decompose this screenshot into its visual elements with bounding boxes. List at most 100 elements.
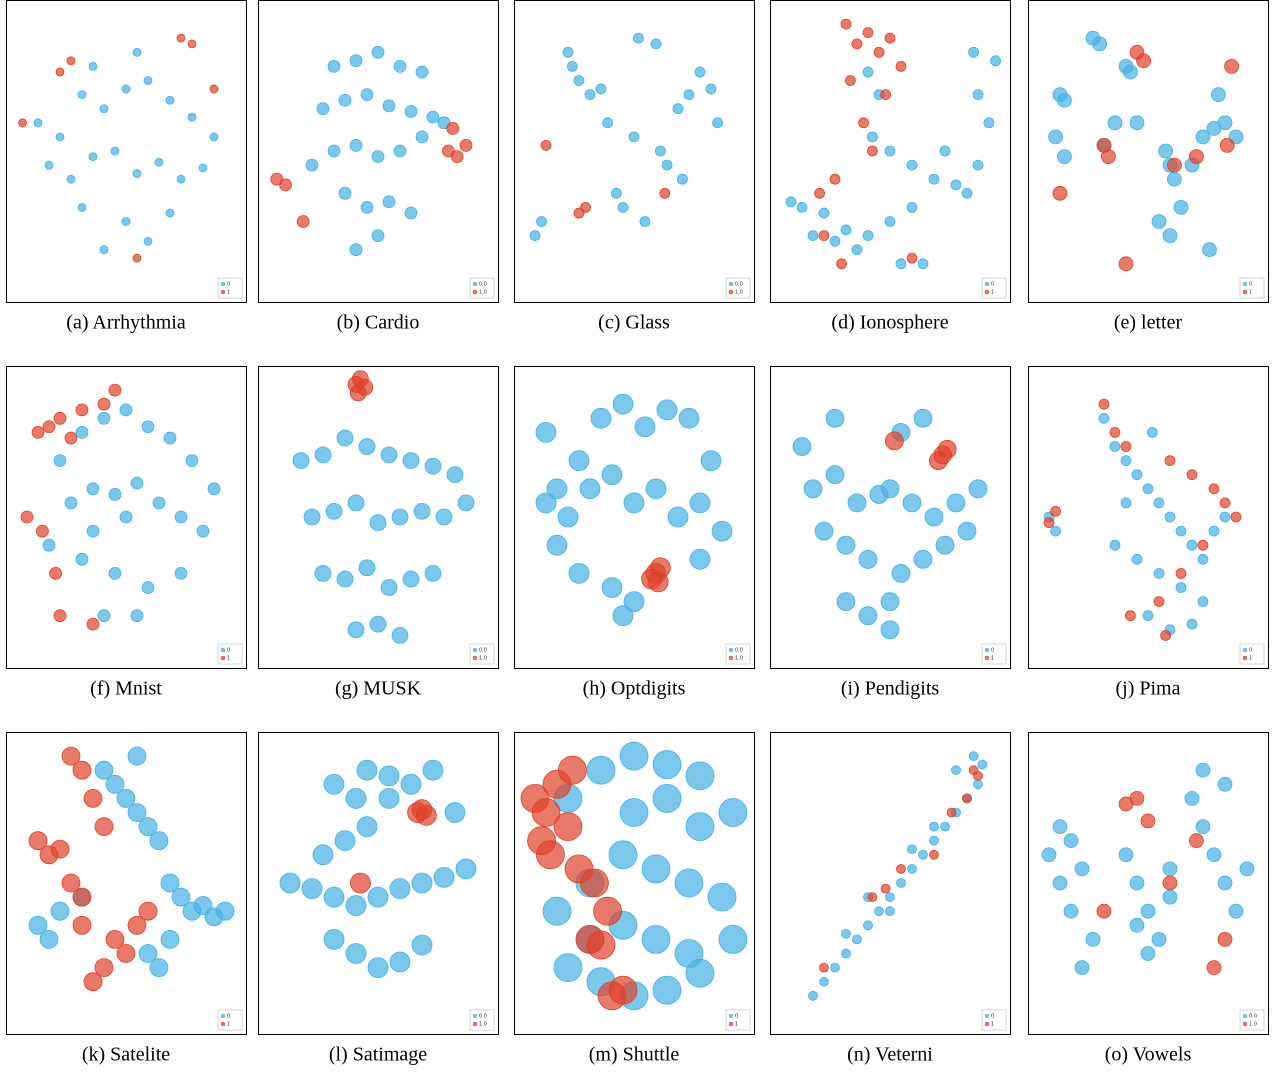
scatter-point <box>940 821 950 832</box>
scatter-point <box>633 32 644 44</box>
subplot: 0.01.0(g) MUSK <box>258 366 499 700</box>
scatter-point <box>1162 228 1178 244</box>
scatter-point <box>149 831 169 851</box>
scatter-point <box>1160 630 1171 641</box>
scatter-point <box>176 174 186 184</box>
scatter-point <box>382 99 396 113</box>
scatter-point <box>215 901 235 921</box>
scatter-point <box>28 831 48 851</box>
scatter-point <box>108 488 122 501</box>
scatter-point <box>66 56 76 66</box>
scatter-point <box>127 746 147 766</box>
scatter-point <box>972 89 984 100</box>
scatter-point <box>792 437 812 456</box>
scatter-point <box>349 872 371 894</box>
scatter-point <box>356 759 378 781</box>
scatter-point <box>55 67 65 77</box>
legend-label: 0 <box>1249 282 1252 288</box>
scatter-point <box>121 217 131 226</box>
scatter-point <box>586 755 616 785</box>
subplot: 01(e) letter <box>1028 0 1269 334</box>
scatter-point <box>656 399 678 421</box>
scatter-point <box>1195 819 1211 834</box>
scatter-point <box>1142 610 1154 622</box>
scatter-point <box>862 27 874 38</box>
scatter-point <box>700 450 722 472</box>
scatter-point <box>83 972 103 992</box>
scatter-point <box>602 117 613 129</box>
scatter-point <box>371 150 385 164</box>
legend: 01 <box>981 1009 1007 1031</box>
scatter-point <box>435 508 453 526</box>
legend-label: 0.0 <box>1249 1014 1257 1020</box>
scatter-point <box>42 538 56 552</box>
legend: 01 <box>217 643 243 665</box>
scatter-point <box>928 173 940 185</box>
scatter-point <box>1101 149 1116 165</box>
scatter-point <box>72 760 92 780</box>
scatter-point <box>796 201 808 213</box>
scatter-point <box>685 812 715 841</box>
scatter-point <box>55 132 65 142</box>
scatter-point <box>862 66 874 78</box>
legend: 01 <box>981 643 1007 665</box>
scatter-point <box>661 159 673 171</box>
legend-marker <box>984 1021 990 1027</box>
scatter-point <box>580 868 609 898</box>
scatter-point <box>312 844 334 866</box>
scatter-point <box>689 492 711 514</box>
legend-label: 0 <box>227 648 230 654</box>
scatter-point <box>400 773 422 795</box>
scatter-point <box>349 243 363 257</box>
scatter-point <box>874 906 884 917</box>
scatter-point <box>1184 791 1200 806</box>
scatter-point <box>1096 903 1112 919</box>
scatter-point <box>345 895 367 916</box>
legend-marker <box>220 1013 226 1019</box>
scatter-point <box>371 45 385 59</box>
scatter-point <box>116 789 136 808</box>
scatter-point <box>1050 525 1061 537</box>
scatter-point <box>336 429 354 447</box>
subplot-caption: (o) Vowels <box>1105 1044 1192 1066</box>
scatter-point <box>913 549 933 569</box>
scatter-point <box>973 779 983 790</box>
scatter-point <box>356 816 378 837</box>
scatter-point <box>950 179 962 191</box>
scatter-point <box>568 563 590 584</box>
legend-marker <box>1242 1021 1248 1027</box>
scatter-point <box>132 169 142 178</box>
scatter-point <box>323 886 345 908</box>
plot-frame <box>6 0 247 303</box>
scatter-point <box>884 216 896 227</box>
scatter-point <box>929 835 939 846</box>
subplot: 01(d) Ionosphere <box>770 0 1011 334</box>
scatter-point <box>1118 256 1134 272</box>
scatter-point <box>334 830 356 852</box>
scatter-point <box>31 425 45 439</box>
scatter-point <box>1151 214 1167 229</box>
legend-marker <box>984 289 990 295</box>
scatter-point <box>711 520 733 542</box>
legend-label: 1 <box>227 290 230 296</box>
scatter-point <box>422 759 444 781</box>
scatter-point <box>1136 53 1151 69</box>
subplot-caption: (b) Cardio <box>337 312 420 334</box>
scatter-point <box>880 479 900 499</box>
scatter-point <box>825 408 845 428</box>
scatter-point <box>49 567 62 580</box>
scatter-point <box>968 751 979 761</box>
scatter-point <box>1041 847 1057 863</box>
scatter-point <box>36 524 49 538</box>
scatter-point <box>845 75 856 86</box>
scatter-point <box>325 502 343 520</box>
subplot: 0.01.0(h) Optdigits <box>514 366 755 700</box>
scatter-point <box>301 878 323 900</box>
scatter-point <box>367 957 389 978</box>
legend-label: 1 <box>735 1022 738 1028</box>
scatter-point <box>459 138 473 152</box>
scatter-point <box>1092 36 1107 52</box>
legend-marker <box>472 655 478 661</box>
scatter-point <box>171 887 191 907</box>
scatter-point <box>338 186 352 200</box>
